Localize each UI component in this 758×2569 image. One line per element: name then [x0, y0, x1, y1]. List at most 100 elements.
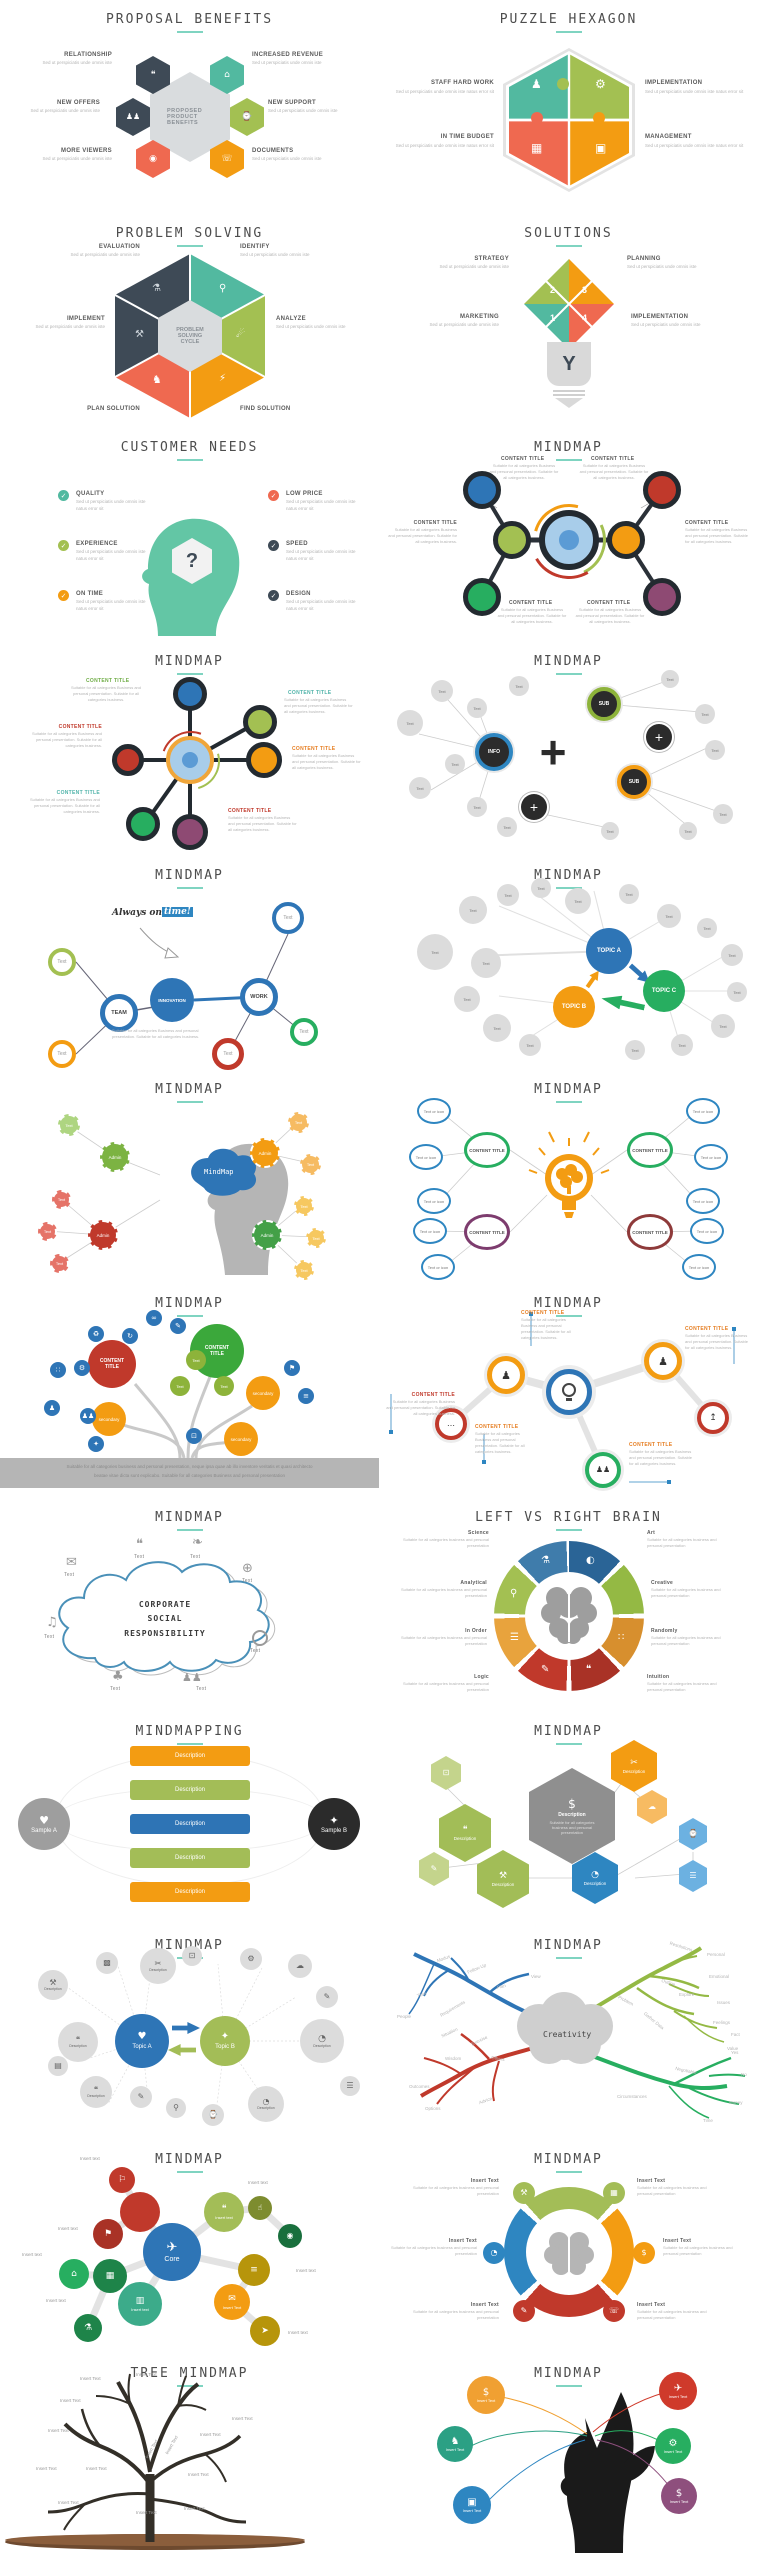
trait-body: Suitable for all categories business and…	[647, 1537, 717, 1548]
bar-label: Description	[174, 1889, 205, 1895]
bubble-label: Text	[482, 960, 490, 966]
bulb-icon: ⚡	[219, 373, 227, 384]
content-body: Suitable for all categories Business and…	[685, 1333, 748, 1350]
row-2: PROBLEM SOLVING PROBLEM SOLVING CYCLE ⚗ …	[0, 214, 758, 428]
node-label: INNOVATION	[158, 997, 186, 1003]
content-body: Suitable for all categories Business and…	[228, 815, 297, 832]
trait-body: Suitable for all categories business and…	[400, 1587, 487, 1598]
bubble-label: Text	[220, 1383, 228, 1389]
balloon-chess: ♞ Insert Text	[437, 2426, 473, 2462]
branch-label: Circumstances	[617, 2094, 647, 2099]
check-icon: ✓	[60, 542, 67, 550]
content-ellipse-purple: CONTENT TITLE	[464, 1214, 510, 1250]
panel-mindmap-head-balloons: MINDMAP $ Insert Text ♞ Insert Text ▣ Inser…	[379, 2354, 758, 2553]
sub-label: SUB	[598, 701, 610, 707]
sample-label: Sample A	[31, 1827, 57, 1834]
icon-bubble: ↻	[122, 1328, 138, 1344]
item-label: FIND SOLUTION	[240, 406, 291, 412]
bubble-label: Text	[631, 1047, 639, 1053]
cloud-line: SOCIAL	[147, 1614, 183, 1624]
edit-icon: ✎	[137, 2092, 145, 2101]
insert-body: Suitable for all categories business and…	[412, 2185, 499, 2196]
bubble-label: Text	[537, 885, 545, 891]
balloon-camera: ▣ Insert Text	[453, 2486, 491, 2524]
team-node: TEAM	[100, 994, 138, 1032]
bubble-label: Text	[678, 1042, 686, 1048]
item-body: Sed ut perspiciatis unde omnis iste	[252, 60, 322, 65]
annotation-highlight: time!	[162, 907, 193, 917]
panel-left-right-brain: LEFT VS RIGHT BRAIN ⚗ ◐ ⚲ ☰ ∷ ✎ ❝ Scienc…	[379, 1498, 758, 1712]
item-label: NEW OFFERS	[57, 100, 100, 106]
check-badge: ✓	[268, 590, 279, 601]
bubble-label: Text	[625, 891, 633, 897]
text-bubble: Text	[721, 944, 743, 966]
title-underline	[176, 1529, 203, 1531]
gear-text: Text	[38, 1222, 57, 1241]
description-bar: Description	[130, 1882, 250, 1902]
paper-plane-icon: ✈	[166, 2240, 178, 2255]
flask-icon: ⚗	[83, 2322, 93, 2333]
item-body: Sed ut perspiciatis unde omnis iste	[268, 108, 338, 113]
icon-bubble: ✎	[316, 1986, 338, 2008]
node-label: Text	[223, 1051, 233, 1057]
panel-puzzle-hexagon: PUZZLE HEXAGON ♟ ⚙ ▦ ▣ STAFF HARD WORK S…	[379, 0, 758, 214]
panel-mindmap-network-h: MINDMAP CONTENT TITLE Suitable for all c…	[379, 428, 758, 642]
item-label: PLANNING	[627, 256, 661, 262]
gear-label: Text	[294, 1120, 303, 1125]
brain-shape	[191, 1148, 257, 1196]
panel-mindmap-team: MINDMAP Text TEAM Text INNOVATION WORK T…	[0, 856, 379, 1070]
title-underline	[555, 2385, 582, 2387]
content-body: Suitable for all categories Business and…	[489, 463, 559, 480]
plus-icon: +	[654, 729, 664, 745]
secondary-bubble: secondary	[246, 1376, 280, 1410]
people-node-green: ♟♟	[585, 1452, 621, 1488]
sub-label: SUB	[628, 779, 640, 785]
row-8: MINDMAP CORPORATE SOCIAL RESPONSIBILITY …	[0, 1498, 758, 1712]
text-ellipse: Text or icon	[686, 1188, 720, 1214]
bubble-label: Text	[701, 711, 709, 717]
panel-title: MINDMAP	[155, 1082, 224, 1097]
bubble-label: Text	[684, 828, 692, 834]
icon-bubble: ⚑	[284, 1360, 300, 1376]
center-core	[182, 752, 198, 768]
content-title: CONTENT TITLE	[591, 456, 635, 462]
balloon-moneybag: $ Insert Text	[661, 2478, 697, 2514]
panel-mindmap-bulb-ellipses: MINDMAP Text or icon Text or icon Text o…	[379, 1070, 758, 1284]
bubble-label: Text	[463, 996, 471, 1002]
title-underline	[555, 1957, 582, 1959]
bubble-label: secondary	[98, 1416, 120, 1422]
solving-hexagon: PROBLEM SOLVING CYCLE	[114, 254, 266, 418]
gear-label: Text	[300, 1203, 308, 1209]
branch-label: Personal	[707, 1952, 725, 1957]
item-label: QUALITY	[76, 491, 105, 497]
question-hexagon: ?	[172, 538, 212, 584]
segment-number: 3	[582, 285, 588, 295]
check-icon: ✓	[270, 492, 277, 500]
chess-icon: ♞	[450, 2435, 460, 2447]
topic-b-node: ✦ Topic B	[200, 2016, 250, 2066]
hand-bulb-icon: ✦	[329, 1813, 339, 1827]
title-underline	[176, 1743, 203, 1745]
text-bubble: Text	[519, 1034, 541, 1056]
flask-node: ⚗	[74, 2314, 102, 2342]
insert-body: Suitable for all categories business and…	[390, 2245, 477, 2256]
trait-label: Art	[647, 1530, 656, 1536]
content-body: Suitable for all categories Business and…	[579, 463, 649, 480]
branch-label: Value	[727, 2046, 739, 2051]
hexagon-offers: ♟♟	[116, 98, 150, 136]
topic-b-node: TOPIC B	[553, 986, 595, 1028]
check-badge: ✓	[268, 490, 279, 501]
y-glyph: Y	[562, 352, 576, 375]
text-node: Text	[48, 948, 76, 976]
balloon-label: Insert Text	[669, 2498, 689, 2504]
item-body: Sed ut perspiciatis unde omnis iste	[631, 322, 701, 327]
bubble-label: Text	[526, 1042, 534, 1048]
briefcase-icon: ▣	[595, 141, 607, 155]
content-title: CONTENT TITLE	[521, 1310, 565, 1316]
title-underline	[555, 31, 582, 33]
gear-label: Admin	[108, 1154, 122, 1160]
watch-icon: ⌚	[688, 1829, 698, 1838]
mail-icon: ✉	[228, 2293, 236, 2304]
question-mark: ?	[185, 549, 199, 572]
list-icon: ☰	[510, 1632, 519, 1643]
